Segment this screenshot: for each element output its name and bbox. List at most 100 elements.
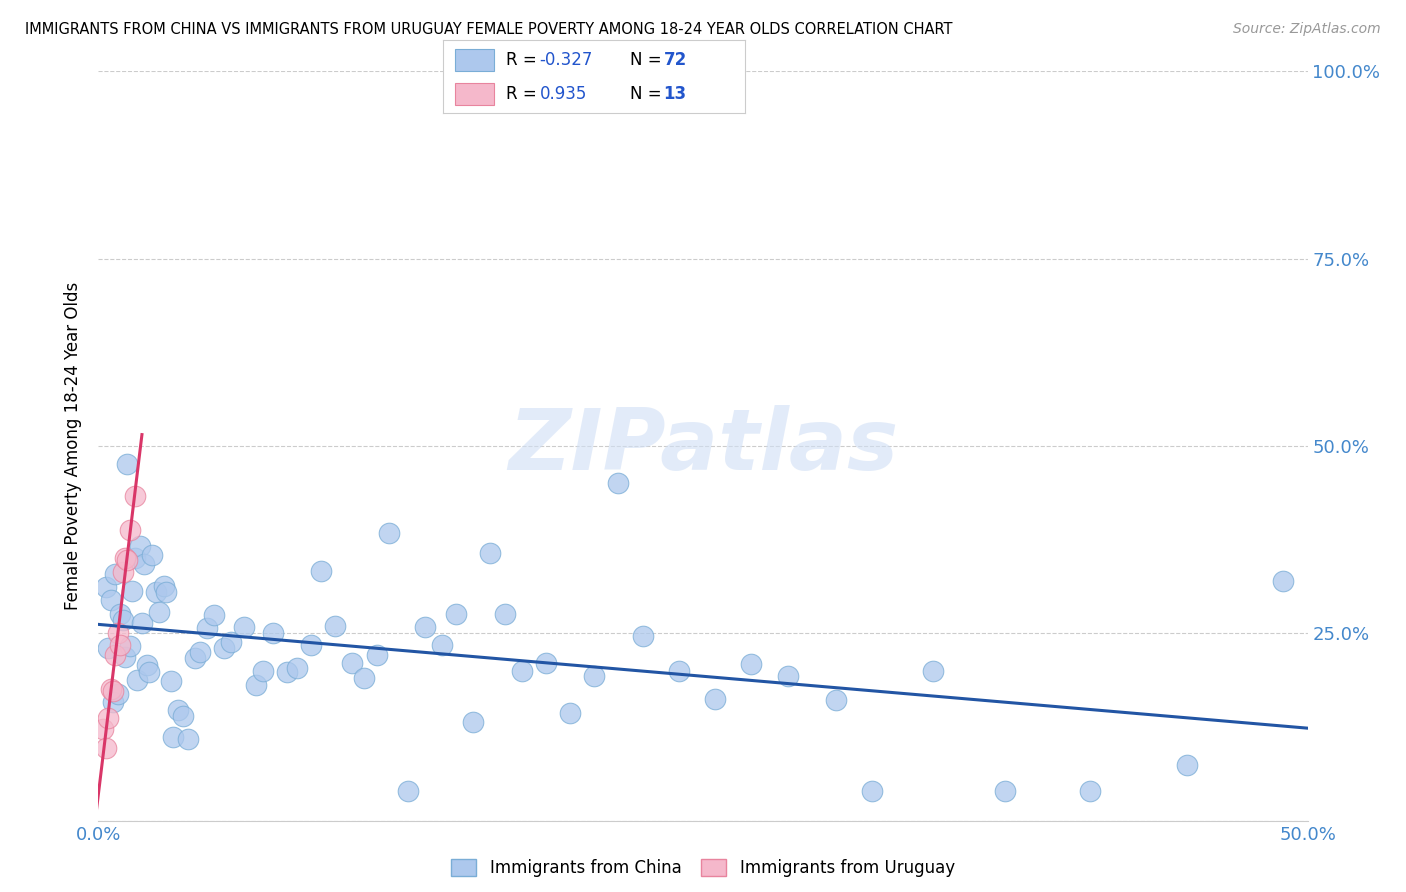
Point bbox=[177, 732, 200, 747]
Point bbox=[353, 671, 375, 685]
Point bbox=[430, 639, 453, 653]
Point bbox=[413, 620, 436, 634]
Point bbox=[396, 783, 419, 797]
Point bbox=[101, 683, 124, 698]
Point bbox=[114, 649, 136, 664]
Point bbox=[111, 614, 134, 628]
Legend: Immigrants from China, Immigrants from Uruguay: Immigrants from China, Immigrants from U… bbox=[444, 852, 962, 883]
Text: R =: R = bbox=[506, 51, 543, 69]
Text: ZIPatlas: ZIPatlas bbox=[508, 404, 898, 488]
Text: N =: N = bbox=[630, 51, 668, 69]
Y-axis label: Female Poverty Among 18-24 Year Olds: Female Poverty Among 18-24 Year Olds bbox=[65, 282, 83, 610]
Point bbox=[212, 641, 235, 656]
Point bbox=[704, 692, 727, 706]
Point bbox=[252, 664, 274, 678]
Point bbox=[184, 651, 207, 665]
Text: -0.327: -0.327 bbox=[540, 51, 593, 69]
Point bbox=[100, 592, 122, 607]
Point bbox=[668, 664, 690, 678]
Point bbox=[108, 607, 131, 621]
Point bbox=[141, 548, 163, 562]
Point bbox=[160, 674, 183, 689]
Text: IMMIGRANTS FROM CHINA VS IMMIGRANTS FROM URUGUAY FEMALE POVERTY AMONG 18-24 YEAR: IMMIGRANTS FROM CHINA VS IMMIGRANTS FROM… bbox=[25, 22, 953, 37]
Point bbox=[148, 605, 170, 619]
Point bbox=[1078, 783, 1101, 797]
Point bbox=[776, 668, 799, 682]
Point bbox=[607, 476, 630, 491]
Text: N =: N = bbox=[630, 85, 668, 103]
Point bbox=[118, 640, 141, 654]
Text: 0.935: 0.935 bbox=[540, 85, 586, 103]
Point bbox=[111, 565, 134, 579]
Point bbox=[195, 621, 218, 635]
Point bbox=[100, 682, 122, 697]
Point bbox=[94, 580, 117, 594]
Point bbox=[276, 665, 298, 679]
Point bbox=[221, 635, 243, 649]
Point bbox=[377, 525, 399, 540]
Point bbox=[510, 665, 533, 679]
Point bbox=[107, 687, 129, 701]
Point bbox=[135, 658, 157, 673]
Point bbox=[104, 648, 127, 662]
Point bbox=[145, 585, 167, 599]
Point bbox=[108, 638, 131, 652]
Point bbox=[118, 524, 141, 538]
Point bbox=[740, 657, 762, 672]
Point bbox=[104, 566, 127, 581]
Point bbox=[262, 625, 284, 640]
Point bbox=[285, 661, 308, 675]
Point bbox=[124, 551, 146, 566]
Text: 13: 13 bbox=[664, 85, 686, 103]
Point bbox=[124, 490, 146, 504]
Point bbox=[446, 607, 468, 621]
Point bbox=[107, 626, 129, 640]
Point bbox=[188, 645, 211, 659]
Point bbox=[117, 457, 139, 471]
Point bbox=[479, 546, 502, 560]
Point bbox=[91, 722, 114, 736]
Point bbox=[245, 677, 267, 691]
Point bbox=[114, 551, 136, 566]
Point bbox=[994, 783, 1017, 797]
Point bbox=[825, 692, 848, 706]
Text: 72: 72 bbox=[664, 51, 686, 69]
Point bbox=[921, 664, 943, 678]
Point bbox=[131, 616, 153, 631]
Point bbox=[558, 706, 581, 720]
Text: Source: ZipAtlas.com: Source: ZipAtlas.com bbox=[1233, 22, 1381, 37]
Point bbox=[463, 715, 485, 730]
Point bbox=[342, 656, 364, 670]
Point bbox=[1272, 574, 1295, 588]
Point bbox=[138, 665, 160, 679]
Point bbox=[172, 709, 194, 723]
Bar bbox=[456, 83, 495, 104]
Point bbox=[97, 640, 120, 655]
Point bbox=[1175, 757, 1198, 772]
Point bbox=[204, 608, 226, 623]
Point bbox=[162, 730, 184, 744]
Point bbox=[155, 585, 177, 599]
Point bbox=[860, 783, 883, 797]
Point bbox=[583, 669, 606, 683]
Point bbox=[309, 564, 332, 578]
Point bbox=[117, 553, 139, 567]
Point bbox=[97, 711, 120, 725]
Bar bbox=[456, 49, 495, 70]
Point bbox=[128, 539, 150, 553]
Point bbox=[232, 620, 254, 634]
Point bbox=[134, 557, 156, 571]
Point bbox=[167, 703, 190, 717]
Point bbox=[494, 607, 516, 621]
Point bbox=[121, 583, 143, 598]
Point bbox=[152, 579, 174, 593]
Point bbox=[366, 648, 388, 662]
Point bbox=[94, 741, 117, 756]
Point bbox=[299, 639, 322, 653]
Point bbox=[631, 628, 654, 642]
Point bbox=[325, 619, 347, 633]
Point bbox=[127, 673, 149, 687]
Text: R =: R = bbox=[506, 85, 547, 103]
Point bbox=[534, 657, 557, 671]
Point bbox=[101, 695, 124, 709]
